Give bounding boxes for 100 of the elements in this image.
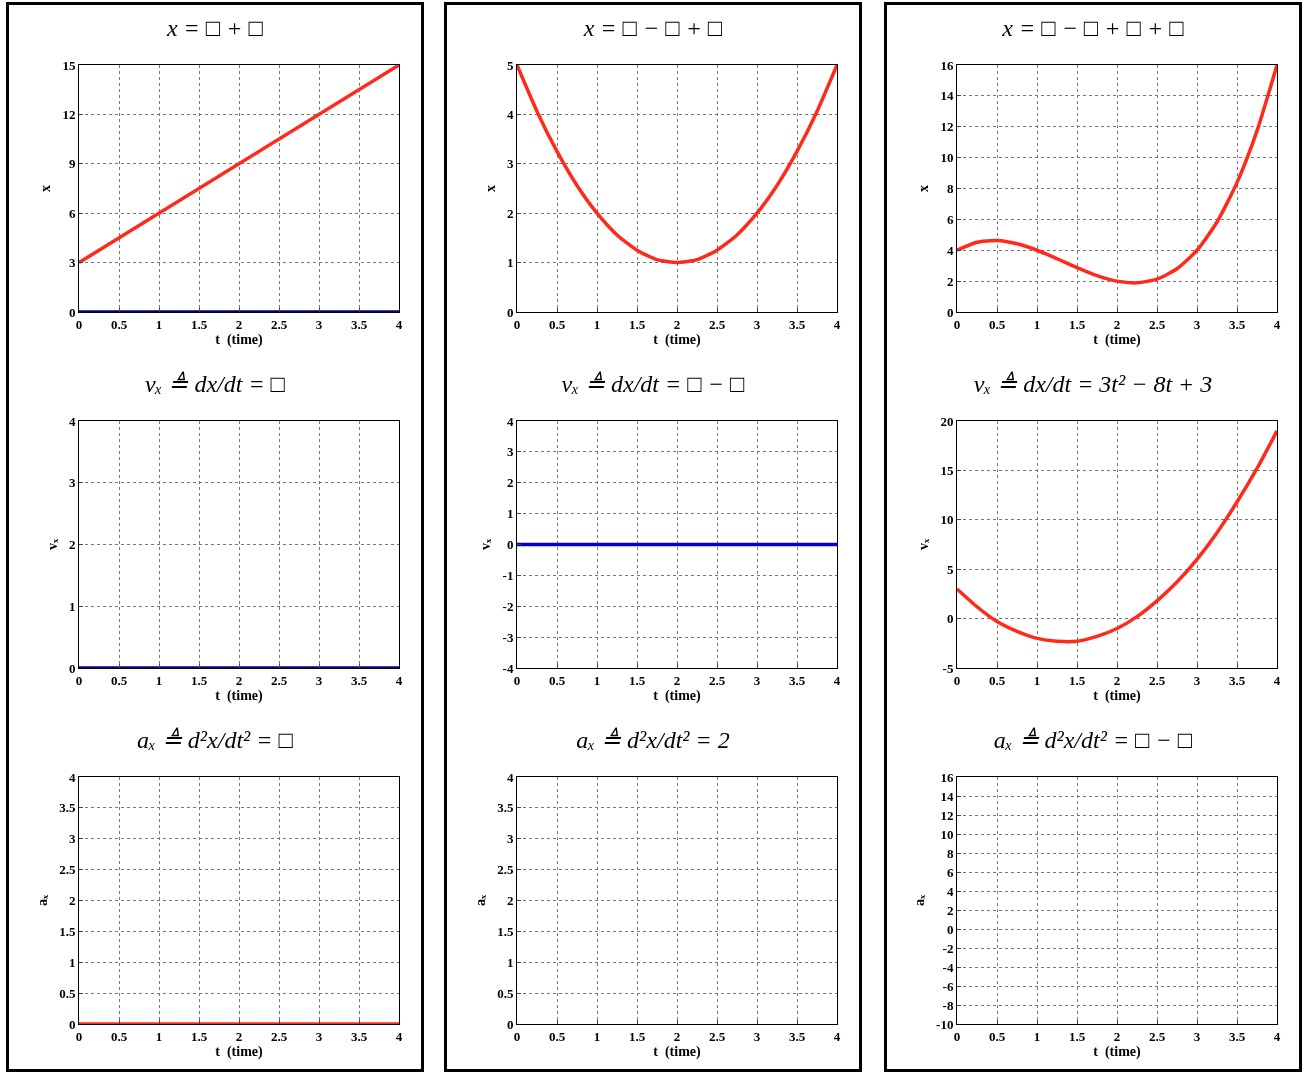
x-tick-label: 3: [753, 316, 761, 332]
x-tick-label: 1: [155, 672, 163, 688]
y-axis-title: x: [916, 185, 931, 192]
y-tick-label: 16: [940, 57, 954, 73]
y-tick-label: 6: [946, 211, 954, 227]
y-tick-label: 2.5: [59, 862, 76, 878]
y-tick-label: -1: [502, 567, 514, 583]
x-tick-label: 4: [833, 672, 841, 688]
y-tick-label: 6: [68, 205, 76, 221]
y-tick-label: 12: [940, 807, 954, 823]
x-tick-label: 2.5: [1148, 316, 1166, 332]
x-tick-label: 2: [673, 316, 681, 332]
x-tick-label: 4: [833, 1028, 841, 1044]
chart-title: vₓ ≜ dx/dt = □ − □: [561, 371, 745, 397]
x-tick-label: 3.5: [350, 1028, 368, 1044]
x-tick-label: 4: [395, 316, 403, 332]
y-tick-label: 2: [506, 475, 514, 491]
x-tick-label: 4: [1273, 672, 1281, 688]
y-tick-label: 0.5: [497, 985, 514, 1001]
chart-title: aₓ ≜ d²x/dt² = □ − □: [993, 727, 1193, 753]
x-tick-label: 1.5: [628, 1028, 646, 1044]
x-tick-label: 4: [1273, 316, 1281, 332]
x-tick-label: 0.5: [988, 672, 1006, 688]
y-tick-label: 1: [68, 598, 76, 614]
y-axis-title: vₓ: [44, 538, 60, 551]
x-axis-title: t (time): [653, 1043, 702, 1060]
x-axis-title: t (time): [1093, 687, 1142, 704]
x-tick-label: 1: [593, 672, 601, 688]
x-tick-label: 3.5: [788, 672, 806, 688]
y-tick-label: 5: [946, 561, 954, 577]
y-tick-label: 1.5: [497, 923, 514, 939]
y-tick-label: 3: [506, 444, 514, 460]
y-tick-label: 10: [940, 512, 954, 528]
x-tick-label: 2: [1113, 672, 1121, 688]
x-tick-label: 3: [1193, 316, 1201, 332]
y-tick-label: -6: [942, 978, 954, 994]
x-tick-label: 2.5: [270, 316, 288, 332]
y-tick-label: 6: [946, 864, 954, 880]
x-tick-label: 0.5: [988, 1028, 1006, 1044]
y-tick-label: 1: [68, 954, 76, 970]
y-tick-label: -8: [942, 997, 954, 1013]
x-tick-label: 3.5: [788, 316, 806, 332]
x-tick-label: 0.5: [988, 316, 1006, 332]
x-tick-label: 4: [833, 316, 841, 332]
x-tick-label: 0.5: [548, 1028, 566, 1044]
chart-title: vₓ ≜ dx/dt = □: [144, 371, 286, 397]
y-tick-label: 1: [506, 506, 514, 522]
x-tick-label: 2.5: [270, 672, 288, 688]
y-tick-label: 3.5: [59, 800, 76, 816]
y-axis-title: x: [38, 185, 53, 192]
y-tick-label: 2: [946, 902, 954, 918]
x-tick-label: 3: [753, 672, 761, 688]
y-tick-label: -2: [942, 940, 954, 956]
y-axis-title: x: [482, 185, 498, 192]
y-tick-label: 12: [940, 119, 954, 135]
x-tick-label: 4: [395, 1028, 403, 1044]
x-tick-label: 1: [1033, 672, 1041, 688]
y-tick-label: 3: [68, 475, 76, 491]
y-tick-label: 0: [506, 304, 514, 320]
x-tick-label: 3.5: [350, 672, 368, 688]
y-tick-label: 3: [506, 156, 514, 172]
x-tick-label: 0.5: [110, 672, 128, 688]
y-tick-label: 1.5: [59, 923, 76, 939]
x-tick-label: 1.5: [190, 1028, 208, 1044]
y-tick-label: 0.5: [59, 985, 76, 1001]
x-tick-label: 1.5: [628, 316, 646, 332]
y-axis-title: vₓ: [478, 538, 494, 551]
y-tick-label: 5: [506, 57, 514, 73]
y-tick-label: 10: [940, 826, 954, 842]
x-tick-label: 2.5: [270, 1028, 288, 1044]
y-tick-label: 2: [946, 273, 954, 289]
x-tick-label: 2.5: [708, 1028, 726, 1044]
x-tick-label: 3: [315, 672, 323, 688]
chart-title: vₓ ≜ dx/dt = 3t² − 8t + 3: [973, 371, 1213, 397]
x-tick-label: 1: [1033, 1028, 1041, 1044]
y-tick-label: 2.5: [497, 862, 514, 878]
y-tick-label: 12: [62, 106, 76, 122]
x-tick-label: 3: [1193, 672, 1201, 688]
x-tick-label: 2: [1113, 1028, 1121, 1044]
y-tick-label: 3: [68, 831, 76, 847]
x-tick-label: 0.5: [110, 316, 128, 332]
y-tick-label: 14: [940, 788, 954, 804]
y-tick-label: 0: [506, 1016, 514, 1032]
y-axis-title: aₓ: [34, 894, 50, 907]
x-tick-label: 2: [673, 672, 681, 688]
x-tick-label: 4: [1273, 1028, 1281, 1044]
y-tick-label: 1: [506, 255, 514, 271]
y-tick-label: -4: [942, 959, 954, 975]
y-tick-label: 9: [68, 156, 76, 172]
x-tick-label: 2.5: [1148, 1028, 1166, 1044]
y-tick-label: 0: [68, 304, 76, 320]
y-tick-label: 4: [506, 769, 514, 785]
x-tick-label: 2: [235, 1028, 243, 1044]
y-tick-label: 10: [940, 150, 954, 166]
y-tick-label: 15: [62, 57, 76, 73]
y-tick-label: 4: [946, 883, 954, 899]
y-tick-label: 14: [940, 88, 954, 104]
x-tick-label: 3: [315, 1028, 323, 1044]
line-series: [517, 65, 837, 265]
y-tick-label: 4: [946, 242, 954, 258]
